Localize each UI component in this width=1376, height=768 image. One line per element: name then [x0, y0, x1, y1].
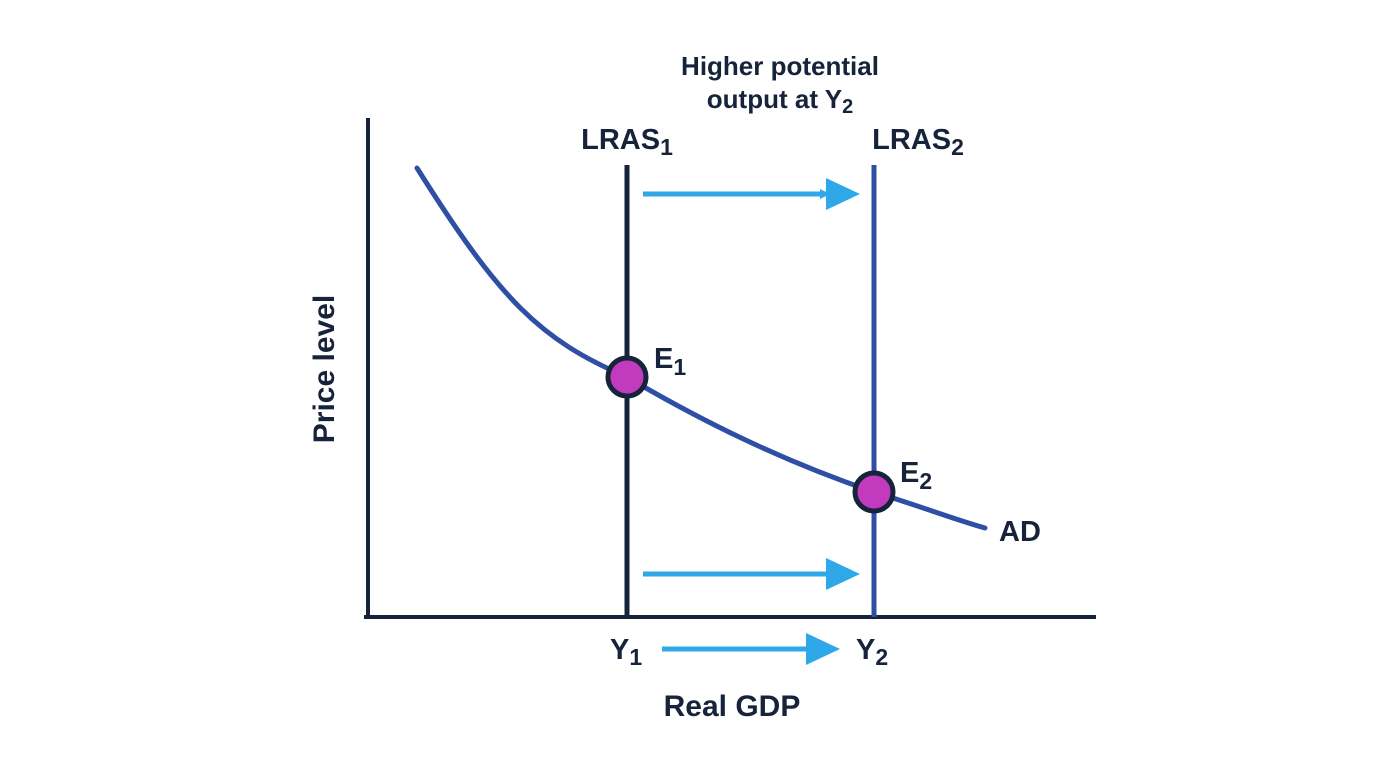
lras1-label-text: LRAS — [581, 124, 660, 156]
ad-label: AD — [999, 516, 1041, 548]
y1-label-text: Y — [610, 634, 629, 666]
lras2-label-sub: 2 — [951, 134, 964, 160]
annotation-line2-text: output at Y — [707, 84, 842, 114]
ad-curve — [414, 165, 988, 531]
e1-label: E1 — [654, 343, 686, 380]
lras1-label: LRAS1 — [581, 124, 673, 160]
lras2-label-text: LRAS — [872, 124, 951, 156]
equilibrium-e2-point — [852, 470, 896, 514]
e2-label-text: E — [900, 457, 919, 489]
e1-label-sub: 1 — [673, 354, 686, 380]
y2-label-sub: 2 — [875, 644, 888, 670]
shift-arrow-bottom-head — [826, 558, 860, 590]
y1-label: Y1 — [610, 634, 642, 670]
e2-label: E2 — [900, 457, 932, 494]
y-axis-label: Price level — [308, 295, 341, 443]
annotation-line1: Higher potential — [681, 51, 879, 81]
lras2-label: LRAS2 — [872, 124, 964, 160]
y2-label: Y2 — [856, 634, 888, 670]
annotation-line2-sub: 2 — [842, 96, 853, 118]
shift-arrow-top-head — [826, 178, 860, 210]
y2-label-text: Y — [856, 634, 875, 666]
lras1-label-sub: 1 — [660, 134, 673, 160]
x-axis-label: Real GDP — [664, 690, 801, 723]
shift-arrow-axis-head — [806, 633, 840, 665]
equilibrium-e1-point — [605, 355, 649, 399]
e1-label-text: E — [654, 343, 673, 375]
y1-label-sub: 1 — [629, 644, 642, 670]
e2-label-sub: 2 — [919, 468, 932, 494]
annotation-line2: output at Y2 — [707, 84, 853, 118]
